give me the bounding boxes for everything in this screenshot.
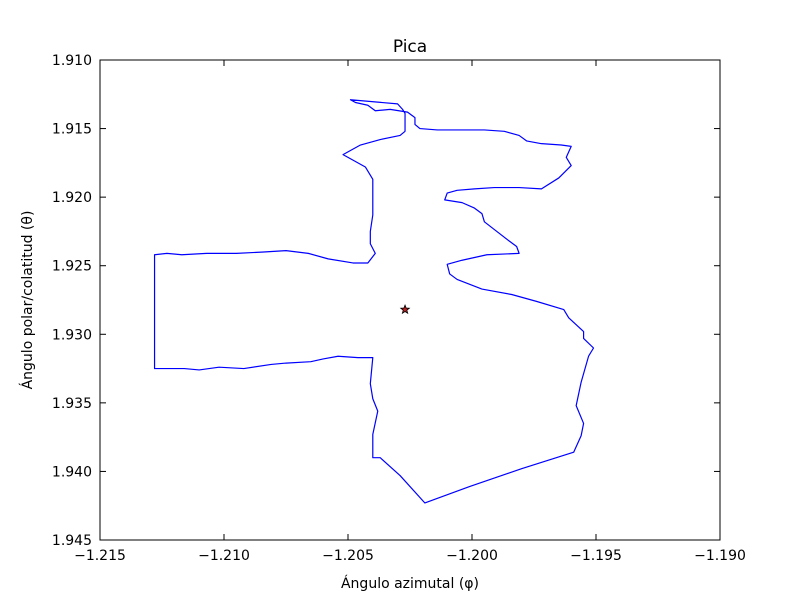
- y-tick-label: 1.915: [52, 122, 92, 138]
- y-tick-label: 1.930: [52, 327, 92, 343]
- x-tick-label: −1.200: [446, 548, 498, 564]
- x-axis-label: Ángulo azimutal (φ): [341, 575, 479, 592]
- y-tick-label: 1.925: [52, 259, 92, 275]
- y-axis-label: Ángulo polar/colatitud (θ): [19, 211, 36, 390]
- x-tick-label: −1.210: [198, 548, 250, 564]
- star-marker: [399, 303, 411, 315]
- chart-title: Pica: [393, 37, 427, 57]
- axes-frame: [99, 59, 721, 541]
- x-tick-label: −1.215: [74, 548, 126, 564]
- boundary-line-0: [153, 99, 595, 504]
- y-tick-label: 1.920: [52, 190, 92, 206]
- x-tick-label: −1.195: [570, 548, 622, 564]
- x-tick-label: −1.205: [322, 548, 374, 564]
- y-tick-label: 1.945: [52, 533, 92, 549]
- y-tick-label: 1.940: [52, 464, 92, 480]
- y-tick-label: 1.910: [52, 53, 92, 69]
- axes: −1.215 −1.210 −1.205 −1.200 −1.195 −1.190 1.91…: [52, 53, 746, 564]
- y-tick-label: 1.935: [52, 396, 92, 412]
- plot-area: [153, 99, 595, 504]
- x-tick-label: −1.190: [694, 548, 746, 564]
